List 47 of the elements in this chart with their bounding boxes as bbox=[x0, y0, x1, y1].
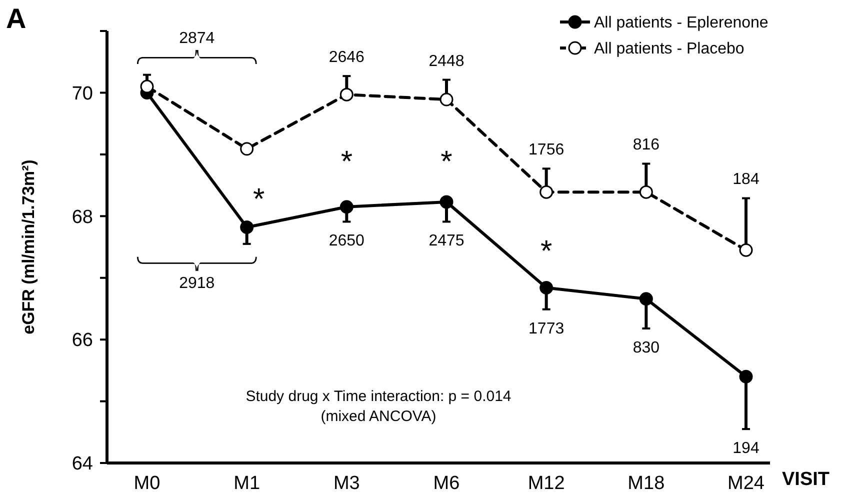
y-tick-label: 68 bbox=[72, 206, 93, 228]
annotation: 194 bbox=[732, 440, 760, 458]
annotation: 2918 bbox=[179, 274, 215, 292]
x-tick-label: M24 bbox=[728, 473, 765, 494]
x-tick-label: M1 bbox=[234, 473, 260, 494]
point bbox=[540, 185, 554, 199]
point bbox=[240, 142, 254, 156]
point bbox=[140, 80, 154, 94]
point bbox=[739, 243, 753, 257]
annotation: 2475 bbox=[428, 232, 464, 250]
annotation: 1773 bbox=[528, 320, 564, 338]
text: A bbox=[6, 3, 26, 34]
y-axis-title: eGFR (ml/min/1.73m²) bbox=[19, 160, 38, 334]
x-tick-label: M3 bbox=[333, 473, 360, 494]
point bbox=[639, 292, 653, 306]
point bbox=[440, 195, 454, 209]
point bbox=[440, 92, 454, 106]
annotation: 1756 bbox=[528, 142, 564, 159]
point bbox=[540, 280, 554, 294]
point bbox=[340, 200, 354, 214]
point bbox=[240, 220, 254, 234]
annotation: Study drug x Time interaction: p = 0.014 bbox=[246, 388, 512, 405]
annotation: (mixed ANCOVA) bbox=[320, 408, 436, 425]
annotation: 2646 bbox=[328, 49, 365, 66]
x-axis-title: VISIT bbox=[782, 469, 830, 490]
annotation: 2874 bbox=[179, 30, 215, 47]
x-tick-label: M12 bbox=[528, 473, 565, 494]
annotation: 830 bbox=[632, 339, 660, 356]
x-tick-label: M18 bbox=[628, 473, 665, 494]
annotation: * bbox=[340, 146, 353, 179]
y-tick-label: 70 bbox=[72, 83, 93, 104]
legend-label: All patients - Placebo bbox=[594, 40, 744, 58]
annotation: 184 bbox=[732, 171, 760, 188]
annotation: * bbox=[540, 234, 552, 268]
annotation: * bbox=[252, 183, 265, 216]
point bbox=[340, 88, 354, 102]
y-tick-label: 64 bbox=[72, 454, 94, 475]
annotation: 2650 bbox=[328, 232, 365, 250]
annotation: 816 bbox=[632, 136, 660, 154]
point bbox=[739, 370, 753, 384]
point bbox=[639, 185, 653, 199]
legend-label: All patients - Eplerenone bbox=[594, 14, 768, 32]
x-tick-label: M0 bbox=[134, 473, 160, 494]
annotation: 2448 bbox=[428, 52, 464, 70]
annotation: * bbox=[440, 146, 453, 179]
y-tick-label: 66 bbox=[72, 330, 93, 352]
x-tick-label: M6 bbox=[433, 473, 460, 494]
